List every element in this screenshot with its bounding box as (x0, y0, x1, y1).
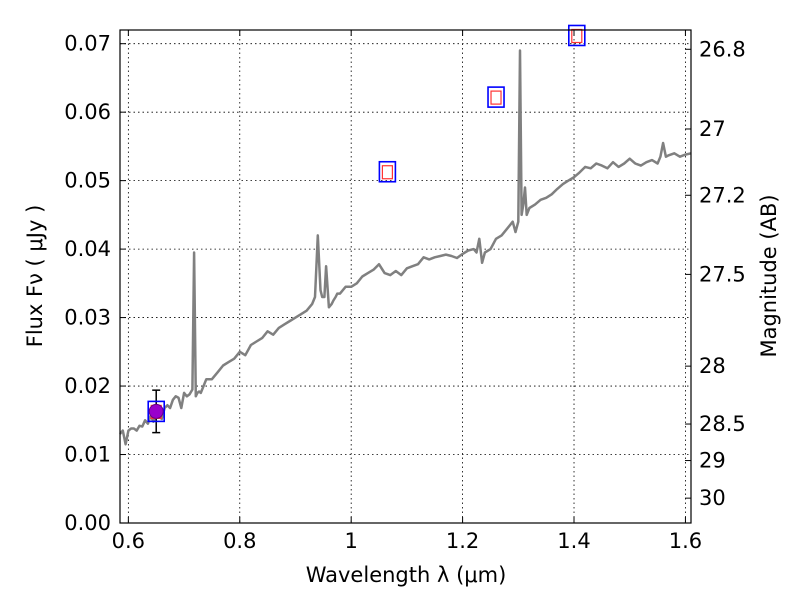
y2-tick-label: 27.5 (699, 262, 746, 286)
y-axis-title: Flux Fν ( μJy ) (23, 205, 47, 348)
model-photometry-box (487, 86, 505, 108)
plot-series (119, 24, 692, 446)
y-tick-label: 0.02 (64, 374, 111, 398)
y-tick-label: 0.04 (64, 237, 111, 261)
photometry-marker (381, 165, 393, 180)
spectrum-line (119, 49, 692, 446)
y2-tick-label: 27.2 (699, 183, 746, 207)
y-tick-label: 0.01 (64, 443, 111, 467)
ticks: 0.6 0.8 1 1.2 1.4 1.6 0.00 0.01 0.02 0.03 0.04 0.05… (64, 30, 746, 553)
y-tick-label: 0.03 (64, 306, 111, 330)
x-tick-label: 1.2 (446, 529, 479, 553)
x-tick-label: 0.6 (112, 529, 145, 553)
y-tick-label: 0.00 (64, 511, 111, 535)
y-tick-label: 0.05 (64, 169, 111, 193)
plot-frame (119, 29, 692, 524)
y2-tick-label: 27 (699, 117, 726, 141)
model-photometry-box (147, 400, 166, 423)
observed-flux-point (148, 403, 164, 419)
photometry-marker (490, 90, 502, 105)
y2-axis-title: Magnitude (AB) (757, 194, 781, 357)
y2-tick-label: 30 (699, 486, 726, 510)
x-axis-title: Wavelength λ (μm) (306, 563, 507, 587)
grid (120, 30, 691, 524)
model-photometry-box (567, 24, 586, 47)
y-tick-label: 0.07 (64, 32, 111, 56)
y2-tick-label: 26.8 (699, 37, 746, 61)
x-tick-label: 1 (344, 529, 357, 553)
y2-tick-label: 28 (699, 354, 726, 378)
x-tick-label: 1.4 (557, 529, 590, 553)
x-tick-label: 1.6 (669, 529, 702, 553)
y2-tick-label: 28.5 (699, 412, 746, 436)
x-tick-label: 0.8 (223, 529, 256, 553)
y-tick-label: 0.06 (64, 100, 111, 124)
y2-tick-label: 29 (699, 449, 726, 473)
model-photometry-box (378, 160, 397, 183)
